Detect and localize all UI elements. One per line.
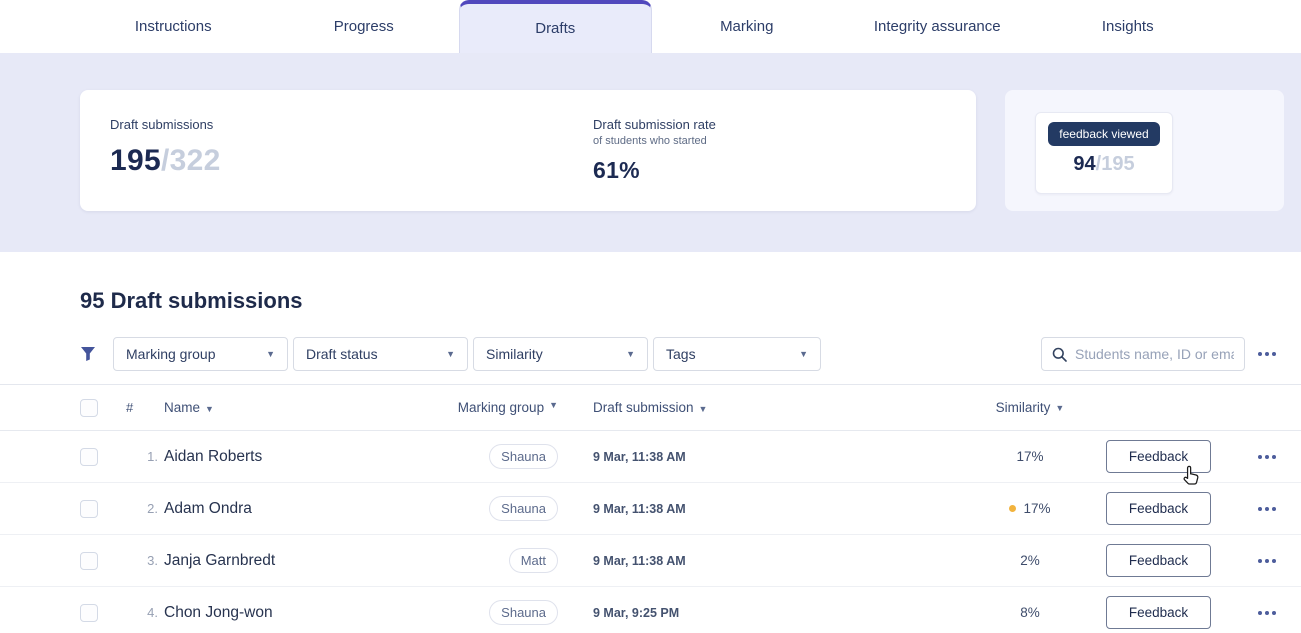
row-checkbox[interactable] [80, 603, 98, 622]
table-row: 3. Janja Garnbredt Matt 9 Mar, 11:38 AM … [0, 535, 1301, 587]
student-name: Janja Garnbredt [164, 551, 276, 569]
chevron-down-icon: ▼ [626, 349, 635, 359]
select-all-checkbox[interactable] [80, 398, 98, 417]
tab-drafts[interactable]: Drafts [459, 0, 652, 53]
student-search [1041, 337, 1245, 371]
student-name: Adam Ondra [164, 499, 252, 517]
feedback-viewed-value: 94/195 [1036, 153, 1172, 176]
row-more-options-button[interactable] [1249, 610, 1285, 615]
marking-group-badge: Shauna [489, 600, 558, 625]
sort-caret-icon: ▼ [698, 404, 708, 414]
row-number: 1. [147, 449, 158, 464]
sort-caret-icon: ▼ [205, 404, 214, 414]
draft-submission-date: 9 Mar, 9:25 PM [593, 605, 680, 620]
draft-submission-date: 9 Mar, 11:38 AM [593, 501, 686, 516]
table-row: 1. Aidan Roberts Shauna 9 Mar, 11:38 AM … [0, 431, 1301, 483]
draft-submission-date: 9 Mar, 11:38 AM [593, 553, 686, 568]
row-number: 2. [147, 501, 158, 516]
column-header-draft-submission[interactable]: Draft submission ▼ [593, 400, 743, 415]
submission-rate-stat: Draft submission rate of students who st… [593, 117, 716, 184]
toolbar-more-options-button[interactable] [1249, 352, 1285, 356]
column-header-draft-submission-label: Draft submission [593, 400, 694, 415]
chevron-down-icon: ▼ [799, 349, 808, 359]
student-name: Aidan Roberts [164, 447, 263, 465]
filter-marking-group-label: Marking group [126, 346, 216, 362]
chevron-down-icon: ▼ [446, 349, 455, 359]
similarity-value: 17% [1016, 449, 1044, 464]
column-header-similarity[interactable]: Similarity ▼ [985, 400, 1075, 415]
row-number: 3. [147, 553, 158, 568]
table-row: 2. Adam Ondra Shauna 9 Mar, 11:38 AM 17%… [0, 483, 1301, 535]
column-header-marking-group[interactable]: Marking group ▼ [426, 400, 558, 415]
draft-submissions-label: Draft submissions [110, 117, 214, 132]
marking-group-badge: Shauna [489, 496, 558, 521]
marking-group-badge: Shauna [489, 444, 558, 469]
filter-similarity[interactable]: Similarity ▼ [473, 337, 648, 371]
feedback-viewed-badge: feedback viewed [1048, 122, 1160, 146]
column-header-similarity-label: Similarity [995, 400, 1051, 415]
draft-submissions-section: 95 Draft submissions Marking group ▼ Dra… [0, 288, 1301, 633]
feedback-viewed-card: feedback viewed 94/195 [1005, 90, 1284, 211]
tab-marking[interactable]: Marking [720, 18, 774, 35]
mouse-pointer-cursor [1183, 465, 1199, 485]
tab-integrity-assurance[interactable]: Integrity assurance [873, 18, 1001, 35]
column-header-name[interactable]: Name ▼ [164, 400, 426, 415]
sort-caret-icon: ▼ [1055, 402, 1065, 413]
submission-rate-label: Draft submission rate [593, 117, 716, 132]
feedback-viewed-inner-card: feedback viewed 94/195 [1035, 112, 1173, 194]
table-row: 4. Chon Jong-won Shauna 9 Mar, 9:25 PM 8… [0, 587, 1301, 633]
similarity-value: 2% [1020, 553, 1040, 568]
student-name: Chon Jong-won [164, 603, 273, 621]
feedback-button[interactable]: Feedback [1106, 544, 1211, 577]
filter-draft-status-label: Draft status [306, 346, 378, 362]
similarity-value: 8% [1020, 605, 1040, 620]
filter-toolbar: Marking group ▼ Draft status ▼ Similarit… [0, 337, 1301, 371]
column-header-marking-group-label: Marking group [457, 400, 545, 415]
feedback-button[interactable]: Feedback [1106, 596, 1211, 629]
feedback-button[interactable]: Feedback [1106, 492, 1211, 525]
toolbar-divider [0, 384, 1301, 385]
row-more-options-button[interactable] [1249, 558, 1285, 563]
filter-funnel-icon[interactable] [80, 346, 96, 362]
column-header-number: # [126, 400, 134, 415]
feedback-viewed-total: /195 [1095, 153, 1135, 175]
filter-tags-label: Tags [666, 346, 696, 362]
draft-stats-card: Draft submissions 195/322 Draft submissi… [80, 90, 976, 211]
page-title: 95 Draft submissions [80, 288, 303, 313]
filter-marking-group[interactable]: Marking group ▼ [113, 337, 288, 371]
submission-rate-value: 61% [593, 157, 640, 183]
table-header-row: # Name ▼ Marking group ▼ Draft submission ▼… [0, 385, 1301, 431]
feedback-button[interactable]: Feedback [1106, 440, 1211, 473]
search-icon [1052, 347, 1067, 362]
assessment-tab-bar: Instructions Progress Drafts Marking Int… [0, 0, 1301, 53]
marking-group-badge: Matt [508, 548, 558, 573]
row-more-options-button[interactable] [1249, 506, 1285, 511]
row-checkbox[interactable] [80, 499, 98, 518]
filter-tags[interactable]: Tags ▼ [653, 337, 821, 371]
submission-rate-sublabel: of students who started [593, 135, 707, 147]
row-number: 4. [147, 605, 158, 620]
feedback-viewed-count: 94 [1073, 153, 1096, 175]
filter-draft-status[interactable]: Draft status ▼ [293, 337, 468, 371]
row-checkbox[interactable] [80, 447, 98, 466]
tab-progress[interactable]: Progress [333, 18, 394, 35]
draft-submission-date: 9 Mar, 11:38 AM [593, 449, 686, 464]
tab-instructions[interactable]: Instructions [134, 18, 212, 35]
similarity-flag-dot [1009, 505, 1017, 512]
draft-submissions-total: /322 [160, 144, 221, 177]
sort-caret-icon: ▼ [549, 400, 558, 410]
chevron-down-icon: ▼ [266, 349, 275, 359]
draft-submissions-stat: Draft submissions 195/322 [110, 117, 221, 178]
row-checkbox[interactable] [80, 551, 98, 570]
draft-submissions-count: 195 [110, 144, 161, 177]
similarity-value: 17% [1023, 501, 1051, 516]
search-input[interactable] [1075, 346, 1234, 362]
column-header-name-label: Name [164, 400, 201, 415]
draft-submissions-value: 195/322 [110, 144, 221, 178]
draft-stats-band: Draft submissions 195/322 Draft submissi… [0, 53, 1301, 252]
row-more-options-button[interactable] [1249, 454, 1285, 459]
filter-similarity-label: Similarity [486, 346, 543, 362]
tab-insights[interactable]: Insights [1101, 18, 1154, 35]
